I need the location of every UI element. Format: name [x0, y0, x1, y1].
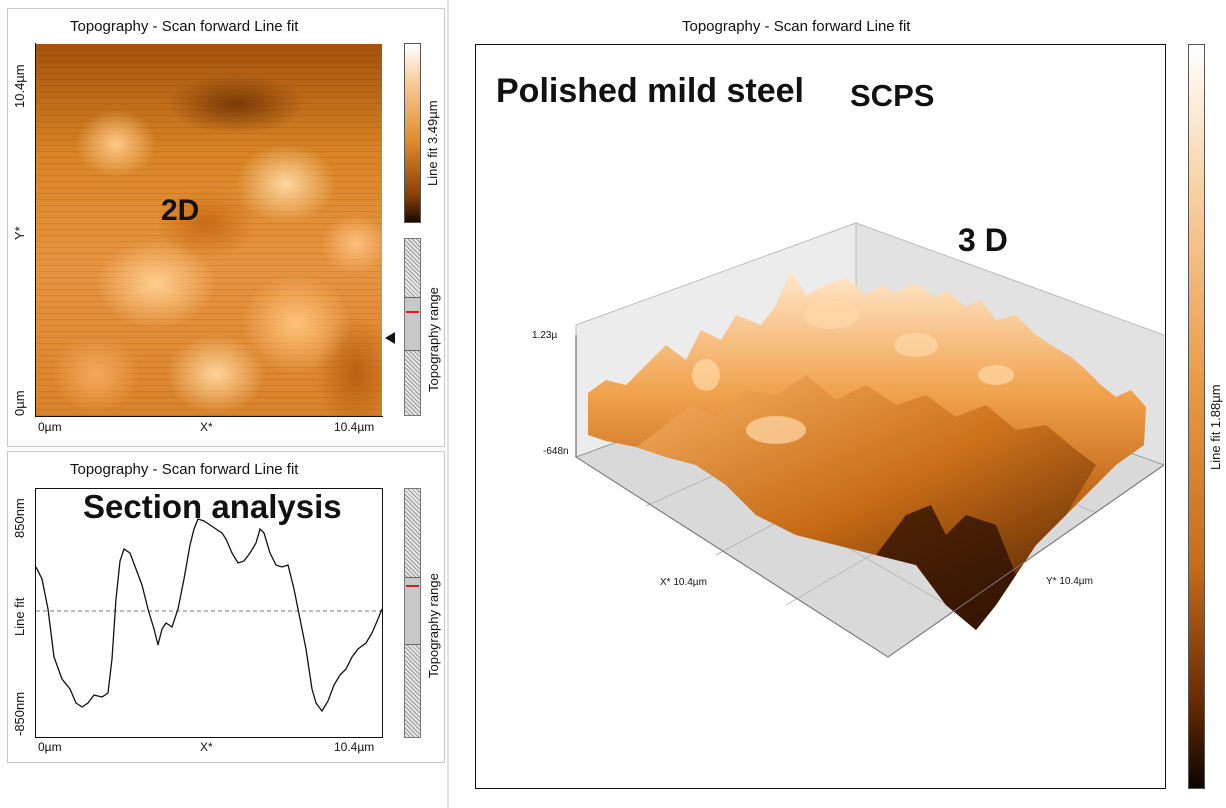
topography-2d-image[interactable]: 2D: [36, 44, 382, 416]
section-profile-chart[interactable]: [36, 489, 382, 736]
z-axis-bottom-label: -648n: [543, 446, 569, 457]
x-axis-line-3d: [575, 456, 889, 658]
topography-range-slider-2d[interactable]: [404, 238, 421, 416]
y-axis-bottom-label: 0µm: [12, 390, 27, 416]
range-thumb-section[interactable]: [405, 577, 420, 645]
panel-section: [7, 451, 445, 763]
surface-valley: [876, 505, 1016, 630]
range-label-section: Topography range: [426, 573, 441, 678]
panel-3d-frame: [475, 44, 1166, 789]
section-profile-line: [36, 518, 382, 713]
panel-divider: [447, 0, 449, 808]
label-3d: 3 D: [958, 222, 1008, 258]
section-y-bottom-label: -850nm: [12, 691, 27, 736]
y-axis-mid-label: Y*: [12, 226, 27, 240]
topography-range-slider-section[interactable]: [404, 488, 421, 738]
colorbar-3d-label: Line fit 1.88µm: [1208, 384, 1223, 470]
panel-2d-title: Topography - Scan forward Line fit: [70, 18, 299, 35]
range-marker: [406, 311, 419, 313]
section-y-top-label: 850nm: [12, 498, 27, 538]
y-axis-line-3d: [887, 464, 1164, 658]
x-axis-left-label: 0µm: [38, 420, 62, 434]
x-axis-3d-label: X* 10.4µm: [660, 577, 707, 588]
panel-3d-heading: Polished mild steel: [496, 72, 804, 110]
panel-3d-title: Topography - Scan forward Line fit: [682, 18, 911, 35]
colorbar-2d: [404, 43, 421, 223]
z-axis-top-label: 1.23µ: [532, 330, 558, 341]
axis-frame-2d: [35, 43, 383, 417]
range-label-2d: Topography range: [426, 287, 441, 392]
section-y-mid-label: Line fit: [12, 597, 27, 636]
colorbar-3d: [1188, 44, 1205, 789]
label-2d: 2D: [161, 194, 200, 227]
range-marker-section: [406, 585, 419, 587]
range-pointer-icon[interactable]: [385, 332, 395, 344]
panel-section-title: Topography - Scan forward Line fit: [70, 461, 299, 478]
y-axis-top-label: 10.4µm: [12, 64, 27, 108]
section-analysis-label: Section analysis: [83, 488, 342, 525]
section-x-left-label: 0µm: [38, 740, 62, 754]
panel-3d-heading-scps: SCPS: [850, 78, 935, 113]
section-x-right-label: 10.4µm: [334, 740, 375, 754]
topography-3d-view[interactable]: [476, 45, 1164, 787]
y-axis-3d-label: Y* 10.4µm: [1046, 576, 1093, 587]
section-plot-frame: [35, 488, 383, 738]
x-axis-right-label: 10.4µm: [334, 420, 375, 434]
colorbar-2d-label: Line fit 3.49µm: [425, 100, 440, 186]
x-axis-mid-label: X*: [200, 420, 213, 434]
surface-highlights: [692, 301, 1014, 444]
section-x-mid-label: X*: [200, 740, 213, 754]
range-thumb[interactable]: [405, 297, 420, 351]
